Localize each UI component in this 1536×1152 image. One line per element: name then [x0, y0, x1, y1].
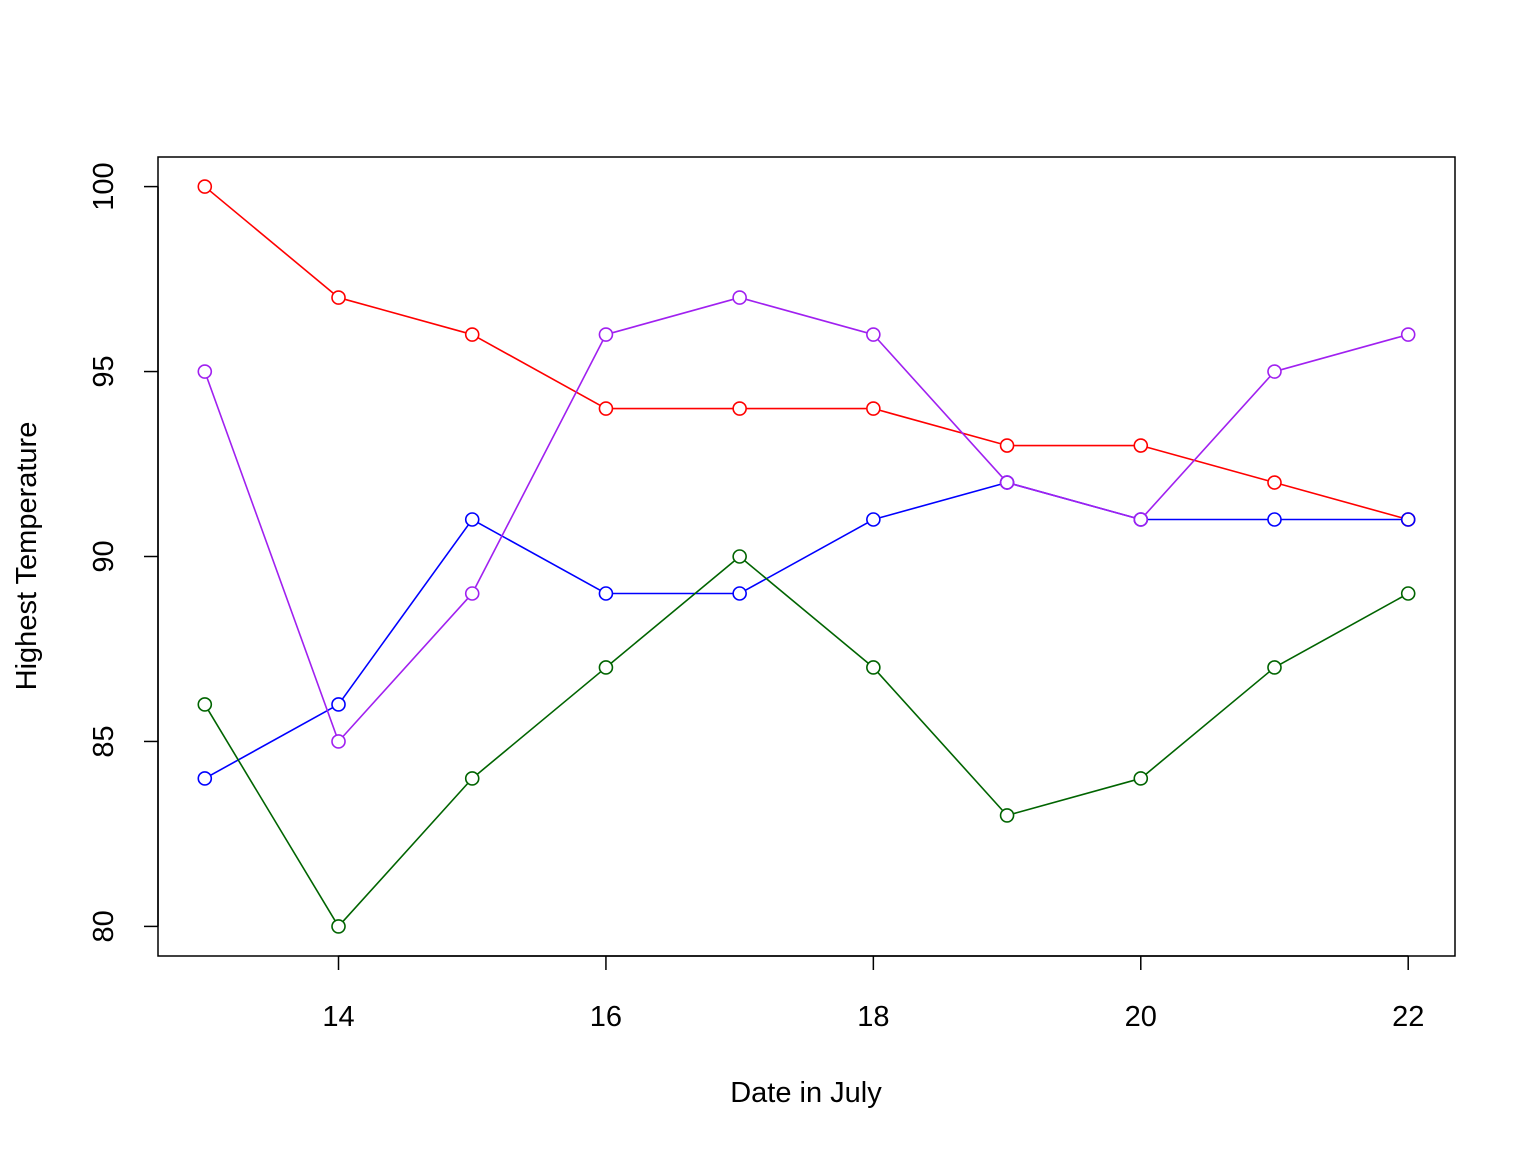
data-point [197, 364, 213, 379]
x-tick-label: 18 [857, 1001, 889, 1033]
data-point [866, 512, 881, 527]
y-tick-label: 100 [88, 162, 120, 210]
data-point [598, 586, 614, 601]
y-axis: 80 85 90 95 100 [88, 162, 159, 943]
data-point [1133, 438, 1149, 453]
data-point [732, 586, 747, 601]
series-line-segment [1281, 483, 1402, 519]
data-point [464, 771, 480, 786]
series-line-segment [477, 522, 601, 591]
data-point [1133, 512, 1149, 527]
data-point [464, 512, 480, 527]
data-point [1400, 512, 1416, 527]
data-point [999, 475, 1015, 490]
data-point [1267, 475, 1282, 490]
data-point [197, 771, 213, 786]
series-line-segment [744, 560, 869, 664]
x-tick-label: 16 [590, 1001, 622, 1033]
x-tick-label: 20 [1125, 1001, 1157, 1033]
data-point [1267, 512, 1282, 527]
data-point [1267, 660, 1282, 675]
data-point [866, 327, 881, 342]
y-axis-label: Highest Temperature [11, 422, 43, 691]
series-line-segment [209, 190, 334, 294]
data-point [1400, 327, 1416, 342]
series-line-segment [341, 524, 469, 700]
series-line-segment [877, 339, 1003, 478]
x-tick-label: 22 [1392, 1001, 1424, 1033]
data-point [197, 697, 213, 712]
data-point [732, 290, 747, 305]
series-line-segment [877, 672, 1003, 811]
series-line-segment [1013, 483, 1135, 519]
series-line-segment [612, 298, 734, 334]
data-point [866, 401, 881, 416]
series-line-segment [477, 337, 601, 406]
series-line-segment [345, 298, 466, 334]
series-layer [197, 179, 1416, 934]
data-point [464, 327, 480, 342]
series-line-segment [879, 483, 1001, 519]
series-line-segment [477, 671, 602, 775]
data-point [999, 808, 1015, 823]
data-point [331, 290, 346, 305]
series-line-segment [210, 707, 333, 776]
y-tick-label: 90 [88, 540, 120, 572]
series-line-segment [1280, 596, 1403, 665]
y-tick-label: 85 [88, 725, 120, 757]
series-4 [197, 290, 1416, 749]
y-tick-label: 80 [88, 910, 120, 942]
x-axis-label: Date in July [730, 1077, 882, 1109]
series-1 [197, 179, 1416, 527]
series-2 [197, 475, 1416, 786]
series-line-segment [1281, 335, 1402, 371]
series-line-segment [1147, 446, 1268, 482]
x-tick-label: 14 [322, 1001, 354, 1033]
data-point [598, 401, 614, 416]
data-point [331, 734, 346, 749]
series-line-segment [745, 522, 868, 591]
y-tick-label: 95 [88, 355, 120, 387]
data-point [464, 586, 480, 601]
series-line-segment [610, 560, 735, 664]
series-line-segment [879, 409, 1001, 445]
series-3 [197, 549, 1416, 934]
data-point [1133, 771, 1149, 786]
data-point [732, 549, 747, 564]
data-point [197, 179, 213, 194]
data-point [331, 697, 346, 712]
data-point [732, 401, 747, 416]
series-line-segment [746, 298, 867, 334]
series-line-segment [207, 710, 336, 921]
data-point [866, 660, 881, 675]
data-point [1267, 364, 1282, 379]
data-point [331, 919, 346, 934]
series-line-segment [1013, 779, 1135, 815]
data-point [598, 660, 614, 675]
series-line-segment [206, 377, 337, 736]
series-line-segment [342, 598, 469, 737]
series-line-segment [1145, 671, 1270, 775]
x-axis: 14 16 18 20 22 [322, 955, 1424, 1033]
data-point [598, 327, 614, 342]
series-line-segment [342, 783, 469, 922]
series-line-segment [474, 340, 604, 588]
series-line-segment [1144, 376, 1271, 515]
data-point [999, 438, 1015, 453]
data-point [1400, 586, 1416, 601]
